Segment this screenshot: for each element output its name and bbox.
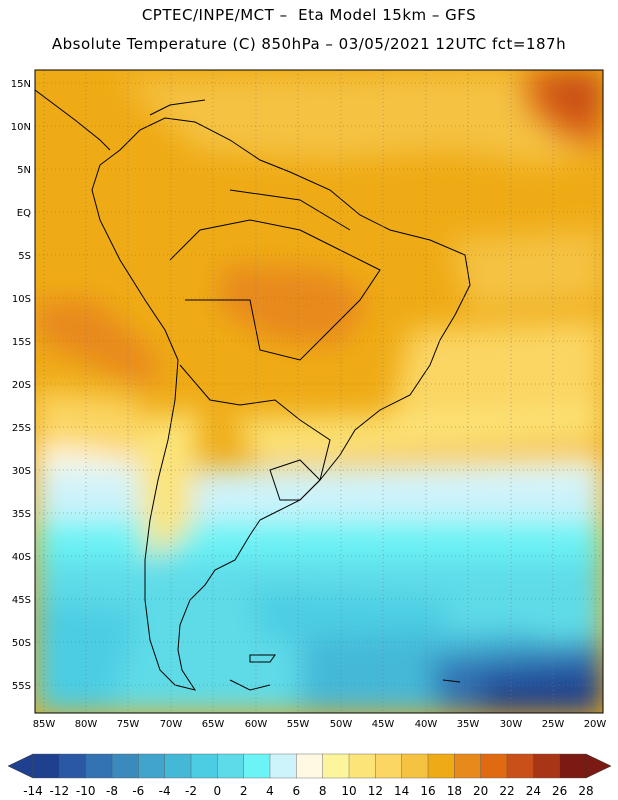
colorbar-swatch [59,753,87,779]
lon-label: 65W [202,719,225,730]
colorbar-swatch [269,753,297,779]
colorbar-label: -6 [132,784,144,798]
lat-label: 20S [12,380,31,391]
colorbar-swatch [480,753,508,779]
lat-label: 15N [11,79,31,90]
colorbar: -14 -12 -10 -8 -6 -4 -2 0 2 4 6 8 10 12 14 16 18 20 22 24 26… [7,753,612,798]
colorbar-swatch [85,753,113,779]
colorbar-label: 2 [240,784,248,798]
lat-label: EQ [17,208,31,219]
lat-label: 10S [12,294,31,305]
colorbar-label: -14 [23,784,43,798]
lon-label: 30W [500,719,523,730]
colorbar-label: 16 [420,784,435,798]
colorbar-label: 26 [552,784,567,798]
colorbar-label: -4 [159,784,171,798]
colorbar-label: 0 [214,784,222,798]
lon-label: 60W [245,719,268,730]
colorbar-label: -8 [106,784,118,798]
colorbar-over-arrow [585,753,612,779]
colorbar-swatch [322,753,350,779]
colorbar-swatch [164,753,192,779]
colorbar-label: 28 [578,784,593,798]
colorbar-swatch [401,753,429,779]
colorbar-label: 18 [447,784,462,798]
chart-title-line2: Absolute Temperature (C) 850hPa – 03/05/… [51,35,567,53]
lon-label: 55W [287,719,310,730]
colorbar-label: 22 [499,784,514,798]
coastline [35,89,471,691]
lat-label: 5S [18,251,31,262]
temperature-field [35,70,603,713]
colorbar-label: 4 [266,784,274,798]
longitude-axis: 85W 80W 75W 70W 65W 60W 55W 50W 45W 40W … [33,719,607,730]
chart-title-line1: CPTEC/INPE/MCT – Eta Model 15km – GFS [141,6,477,24]
colorbar-swatch [454,753,482,779]
colorbar-swatch [375,753,403,779]
colorbar-label: -10 [76,784,96,798]
lat-label: 25S [12,423,31,434]
lon-label: 80W [75,719,98,730]
colorbar-swatch [190,753,218,779]
lon-label: 50W [330,719,353,730]
colorbar-swatch [111,753,139,779]
colorbar-swatch [296,753,324,779]
colorbar-swatch [217,753,245,779]
lon-label: 20W [584,719,607,730]
lat-label: 30S [12,466,31,477]
lon-label: 45W [372,719,395,730]
colorbar-label: -2 [185,784,197,798]
lat-label: 35S [12,509,31,520]
lon-label: 75W [117,719,140,730]
colorbar-label: 8 [319,784,327,798]
colorbar-label: 14 [394,784,409,798]
colorbar-label: 24 [526,784,541,798]
colorbar-swatch [32,753,60,779]
lon-label: 35W [457,719,480,730]
lat-label: 50S [12,638,31,649]
colorbar-swatch [243,753,271,779]
lat-label: 5N [17,165,31,176]
colorbar-label: -12 [50,784,70,798]
lon-label: 25W [542,719,565,730]
colorbar-label: 20 [473,784,488,798]
map-grid [35,70,603,713]
colorbar-swatch [427,753,455,779]
lat-label: 40S [12,552,31,563]
colorbar-swatch [138,753,166,779]
map-frame [34,69,604,714]
colorbar-under-arrow [7,753,34,779]
lat-label: 55S [12,681,31,692]
latitude-axis: 15N 10N 5N EQ 5S 10S 15S 20S 25S 30S 35S… [11,79,31,692]
colorbar-swatch [533,753,561,779]
colorbar-swatch [559,753,587,779]
colorbar-swatch [348,753,376,779]
colorbar-swatch [506,753,534,779]
lon-label: 70W [160,719,183,730]
colorbar-label: 12 [368,784,383,798]
lon-label: 40W [415,719,438,730]
lon-label: 85W [33,719,56,730]
lat-label: 10N [11,122,31,133]
colorbar-label: 6 [293,784,301,798]
colorbar-label: 10 [341,784,356,798]
lat-label: 45S [12,595,31,606]
lat-label: 15S [12,337,31,348]
